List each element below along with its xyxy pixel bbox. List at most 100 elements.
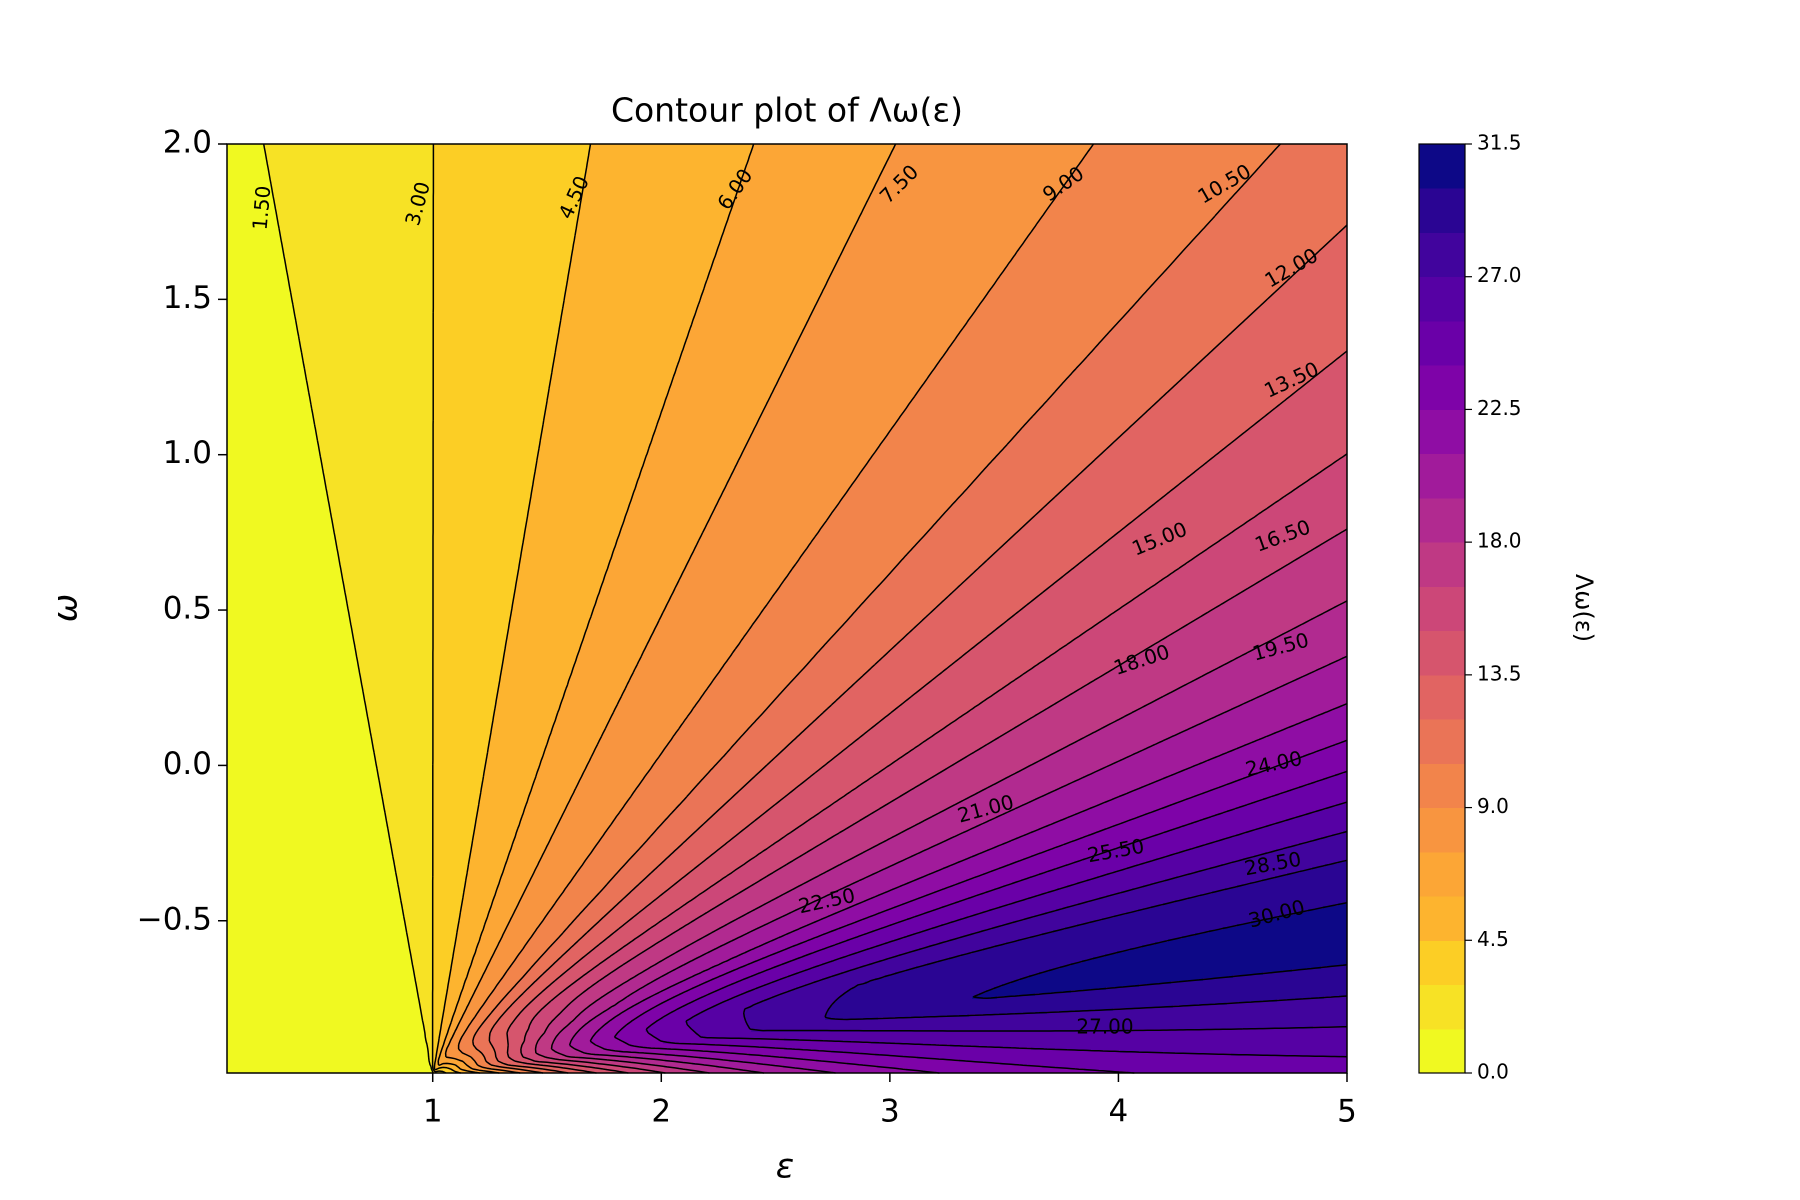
contour-band bbox=[632, 495, 722, 499]
contour-band bbox=[755, 960, 791, 964]
contour-band bbox=[690, 1026, 750, 1030]
contour-band bbox=[502, 936, 532, 940]
contour-band bbox=[522, 549, 615, 553]
contour-band bbox=[714, 813, 764, 817]
contour-band bbox=[553, 366, 678, 370]
contour-band bbox=[433, 816, 478, 820]
contour-band bbox=[623, 963, 656, 967]
contour-band bbox=[433, 273, 569, 277]
contour-band bbox=[1080, 738, 1167, 742]
contour-band bbox=[973, 312, 1127, 316]
contour-band bbox=[433, 507, 530, 511]
contour-band bbox=[433, 192, 583, 196]
contour-band bbox=[564, 810, 621, 814]
contour-band bbox=[391, 843, 434, 847]
contour-band bbox=[439, 1038, 446, 1042]
contour-band bbox=[1102, 918, 1266, 922]
contour-band bbox=[621, 528, 705, 532]
contour-band bbox=[1033, 516, 1138, 520]
contour-band bbox=[1220, 450, 1347, 454]
contour-band bbox=[933, 909, 990, 913]
contour-band bbox=[743, 786, 798, 790]
contour-band bbox=[1092, 144, 1280, 148]
contour-band bbox=[1196, 555, 1302, 559]
contour-band bbox=[814, 951, 859, 955]
contour-band bbox=[1035, 993, 1347, 997]
contour-band bbox=[847, 240, 1025, 244]
contour-band bbox=[659, 864, 699, 868]
contour-band bbox=[1072, 480, 1184, 484]
contour-band bbox=[987, 849, 1049, 853]
contour-band bbox=[676, 585, 781, 589]
contour-band bbox=[641, 987, 668, 991]
contour-band bbox=[227, 147, 266, 151]
contour-band bbox=[520, 561, 611, 565]
contour-band bbox=[950, 903, 1010, 907]
contour-band bbox=[612, 933, 643, 937]
contour-band bbox=[968, 576, 1062, 580]
contour-band bbox=[1086, 735, 1173, 739]
contour-band bbox=[720, 759, 773, 763]
contour-band bbox=[719, 498, 842, 502]
contour-band bbox=[910, 750, 976, 754]
contour-band bbox=[508, 1053, 522, 1057]
contour-band bbox=[1100, 768, 1187, 772]
contour-band bbox=[729, 213, 862, 217]
contour-band bbox=[706, 969, 734, 973]
contour-band bbox=[1057, 750, 1141, 754]
contour-band bbox=[729, 1044, 951, 1048]
contour-band bbox=[281, 240, 434, 244]
contour-band bbox=[881, 657, 960, 661]
contour-band bbox=[844, 495, 961, 499]
contour-band bbox=[227, 459, 322, 463]
contour-band bbox=[445, 1053, 467, 1057]
contour-band bbox=[950, 885, 1004, 889]
contour-band bbox=[1073, 567, 1180, 571]
contour-band bbox=[899, 417, 1032, 421]
contour-band bbox=[582, 975, 606, 979]
contour-band bbox=[923, 618, 1010, 622]
contour-band bbox=[227, 636, 354, 640]
contour-band bbox=[941, 516, 1034, 520]
contour-band bbox=[641, 1062, 693, 1066]
contour-band bbox=[619, 1050, 711, 1054]
contour-band bbox=[666, 396, 771, 400]
contour-band bbox=[690, 900, 726, 904]
contour-band bbox=[624, 519, 710, 523]
contour-band bbox=[598, 921, 628, 925]
contour-band bbox=[1071, 693, 1168, 697]
contour-band bbox=[1251, 585, 1347, 589]
contour-band bbox=[1119, 846, 1197, 850]
contour-band bbox=[395, 864, 434, 868]
contour-band bbox=[698, 783, 747, 787]
contour-band bbox=[227, 468, 324, 472]
contour-band bbox=[567, 282, 707, 286]
contour-band bbox=[466, 876, 502, 880]
contour-band bbox=[892, 864, 952, 868]
colorbar-swatch bbox=[1419, 409, 1465, 455]
contour-band bbox=[1105, 801, 1179, 805]
contour-band bbox=[620, 810, 674, 814]
contour-band bbox=[825, 285, 994, 289]
contour-band bbox=[706, 282, 827, 286]
contour-band bbox=[227, 648, 356, 652]
contour-band bbox=[646, 840, 686, 844]
contour-band bbox=[744, 828, 796, 832]
contour-band bbox=[1224, 447, 1347, 451]
contour-band bbox=[508, 1044, 523, 1048]
contour-band bbox=[684, 720, 756, 724]
contour-band bbox=[1061, 189, 1239, 193]
contour-band bbox=[655, 993, 680, 997]
contour-band bbox=[1214, 216, 1347, 220]
contour-band bbox=[227, 261, 286, 265]
contour-band bbox=[870, 594, 950, 598]
contour-band bbox=[1145, 813, 1219, 817]
contour-band bbox=[641, 846, 679, 850]
contour-band bbox=[523, 1008, 542, 1012]
contour-band bbox=[750, 435, 887, 439]
contour-band bbox=[404, 918, 434, 922]
contour-band bbox=[722, 756, 776, 760]
contour-band bbox=[433, 996, 447, 1000]
contour-band bbox=[227, 759, 376, 763]
contour-band bbox=[839, 696, 911, 700]
